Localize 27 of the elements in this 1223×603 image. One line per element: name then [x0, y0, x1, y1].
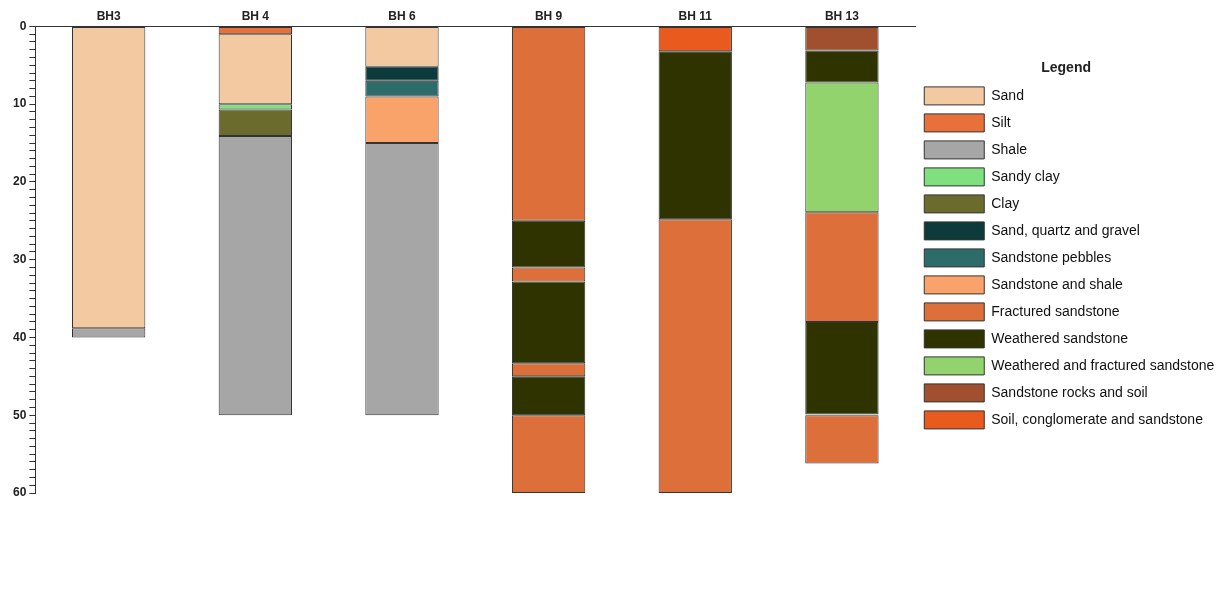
x-tick-label: BH 4 — [241, 8, 270, 23]
x-tick-label: BH 6 — [388, 8, 416, 23]
legend-label: Sandstone and shale — [991, 275, 1124, 292]
y-tick-label: 10 — [12, 96, 27, 111]
legend-label: Fractured sandstone — [991, 302, 1120, 319]
legend-label: Sandstone rocks and soil — [991, 383, 1148, 400]
legend-label: Weathered and fractured sandstone — [991, 356, 1215, 373]
y-tick-label: 30 — [12, 252, 27, 267]
x-tick-label: BH 11 — [678, 8, 713, 23]
legend-label: Sand, quartz and gravel — [991, 221, 1140, 238]
legend-label: Silt — [991, 113, 1011, 130]
legend-label: Clay — [991, 194, 1020, 211]
legend-label: Weathered sandstone — [991, 329, 1129, 346]
x-tick-label: BH 13 — [824, 8, 860, 23]
y-tick-label: 60 — [12, 485, 27, 500]
y-tick-label: 0 — [19, 18, 27, 33]
legend-label: Soil, conglomerate and sandstone — [991, 410, 1204, 427]
legend-title: Legend — [1041, 58, 1092, 75]
y-tick-label: 20 — [12, 174, 27, 189]
x-tick-label: BH3 — [96, 8, 121, 23]
legend-label: Sandy clay — [991, 167, 1060, 184]
legend-label: Shale — [991, 140, 1028, 157]
x-tick-label: BH 9 — [534, 8, 563, 23]
legend-label: Sandstone pebbles — [991, 248, 1112, 265]
legend-label: Sand — [991, 86, 1024, 103]
y-tick-label: 50 — [12, 407, 27, 422]
y-tick-label: 40 — [12, 329, 27, 344]
